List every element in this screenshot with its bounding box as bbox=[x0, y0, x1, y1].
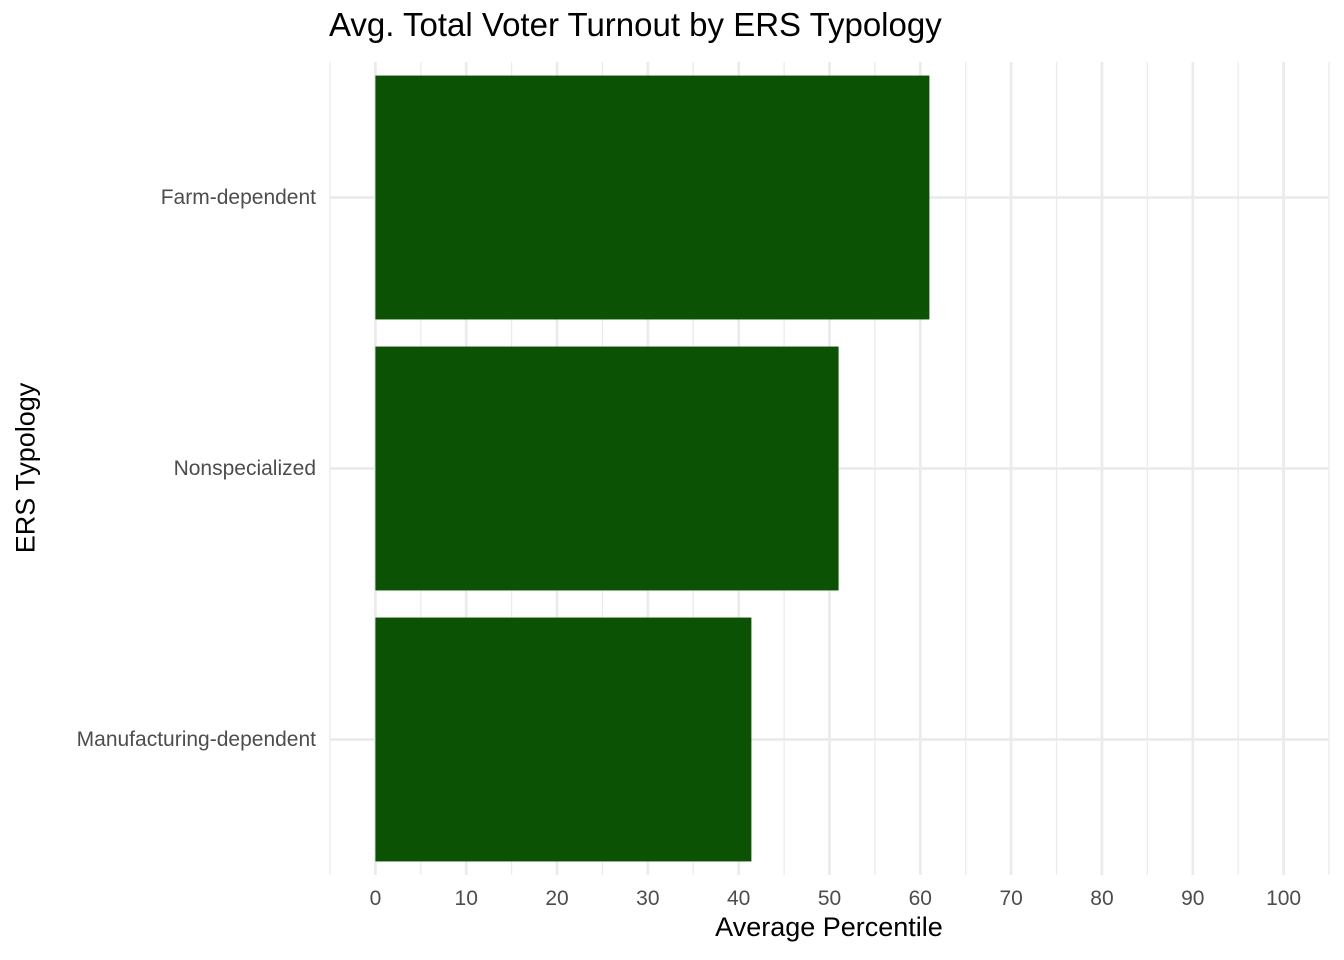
x-tick-label: 70 bbox=[999, 887, 1022, 910]
x-tick-label: 10 bbox=[455, 887, 478, 910]
x-tick-label: 80 bbox=[1090, 887, 1113, 910]
x-tick-label: 90 bbox=[1181, 887, 1204, 910]
x-tick-label: 60 bbox=[909, 887, 932, 910]
x-tick-label: 100 bbox=[1266, 887, 1301, 910]
chart-title: Avg. Total Voter Turnout by ERS Typology bbox=[329, 6, 942, 43]
x-axis-title: Average Percentile bbox=[715, 912, 943, 942]
label-layer: Farm-dependent Nonspecialized Manufacturin… bbox=[77, 186, 1301, 910]
y-tick-label: Nonspecialized bbox=[174, 457, 316, 480]
bar-layer bbox=[375, 75, 930, 862]
x-tick-label: 0 bbox=[370, 887, 382, 910]
y-tick-label: Manufacturing-dependent bbox=[77, 728, 317, 751]
bar bbox=[375, 346, 839, 591]
bar bbox=[375, 617, 752, 862]
x-tick-label: 50 bbox=[818, 887, 841, 910]
x-tick-label: 30 bbox=[636, 887, 659, 910]
y-tick-label: Farm-dependent bbox=[161, 186, 316, 209]
x-tick-label: 20 bbox=[545, 887, 568, 910]
bar bbox=[375, 75, 930, 320]
x-tick-label: 40 bbox=[727, 887, 750, 910]
